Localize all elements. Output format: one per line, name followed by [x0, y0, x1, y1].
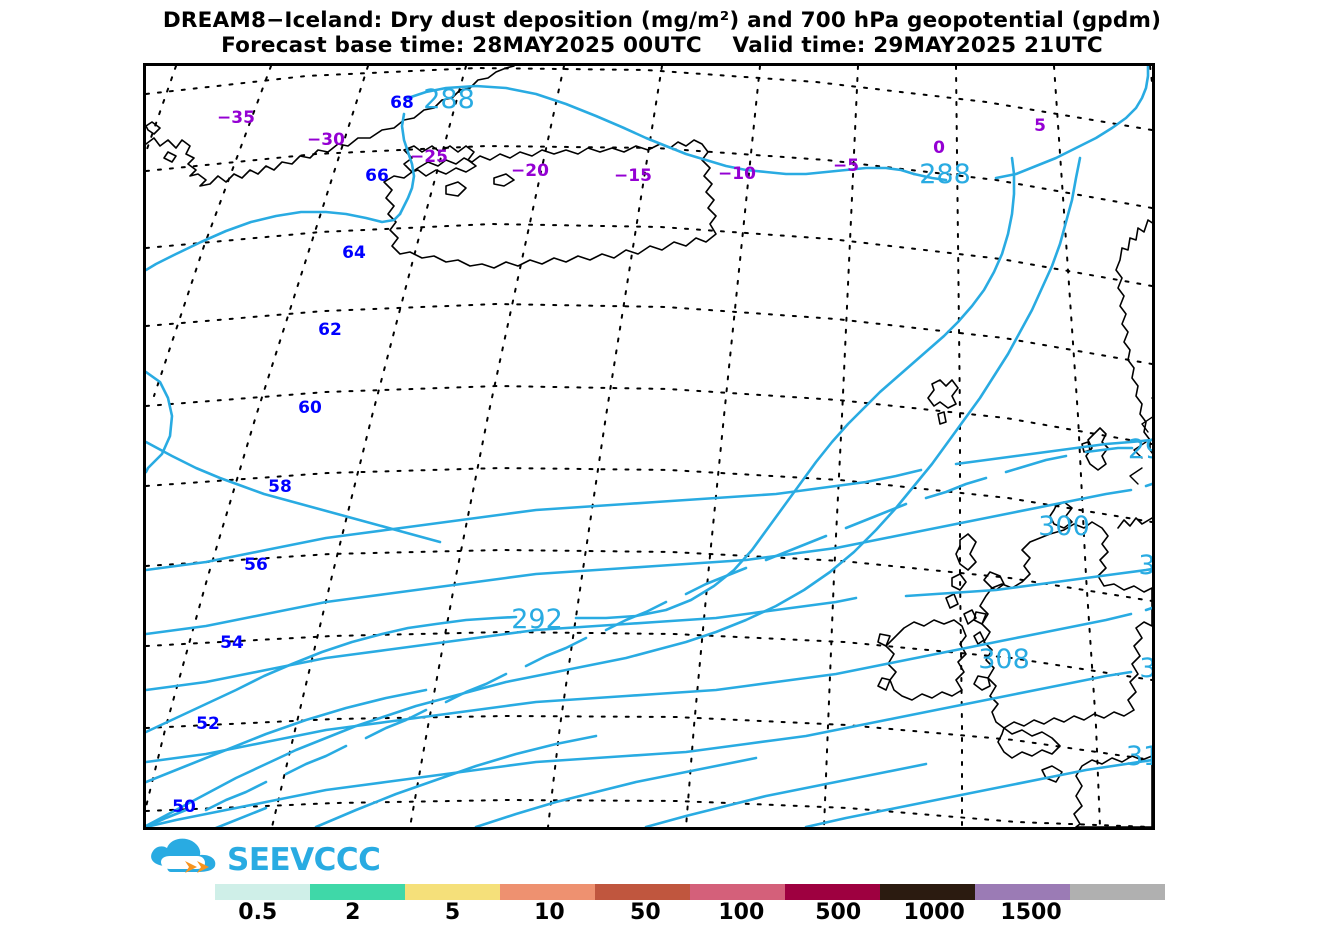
latitude-labels-6: 56 — [244, 555, 268, 575]
graticule-parallels — [146, 66, 1152, 827]
seevccc-logo-svg: SEEVCCC — [151, 838, 381, 878]
geopotential-contours — [146, 66, 1152, 827]
colorbar-segment-5 — [690, 884, 785, 900]
graticule-meridians — [146, 66, 1152, 827]
colorbar-segment-7 — [880, 884, 975, 900]
contour-labels-8: 31 — [1126, 741, 1152, 772]
latitude-labels-7: 54 — [220, 633, 244, 653]
longitude-labels-1: −30 — [307, 130, 345, 150]
figure-title-block: DREAM8−Iceland: Dry dust deposition (mg/… — [0, 8, 1324, 58]
contour-labels-7: 3 — [1139, 653, 1152, 684]
colorbar: 0.5 2 5 10 50 100 500 1000 1500 — [215, 884, 1165, 925]
latitude-labels: 68 66 64 62 60 58 56 54 52 50 — [172, 93, 414, 817]
latitude-labels-5: 58 — [268, 477, 292, 497]
arrow-icon — [185, 861, 209, 873]
longitude-labels-4: −15 — [614, 166, 652, 186]
colorbar-label-2: 5 — [444, 900, 461, 925]
colorbar-tick-labels: 0.5 2 5 10 50 100 500 1000 1500 — [215, 900, 1165, 925]
colorbar-segment-9 — [1070, 884, 1165, 900]
map-panel[interactable]: −35 −30 −25 −20 −15 −10 −5 0 5 68 66 64 … — [143, 63, 1155, 830]
longitude-labels: −35 −30 −25 −20 −15 −10 −5 0 5 — [217, 108, 1046, 186]
latitude-labels-2: 64 — [342, 243, 366, 263]
longitude-labels-2: −25 — [410, 147, 448, 167]
contour-labels-4: 300 — [1038, 511, 1090, 542]
longitude-labels-5: −10 — [718, 164, 756, 184]
colorbar-segment-1 — [310, 884, 405, 900]
latitude-labels-9: 50 — [172, 797, 196, 817]
page-title: DREAM8−Iceland: Dry dust deposition (mg/… — [162, 8, 1162, 33]
latitude-labels-8: 52 — [196, 714, 220, 734]
latitude-labels-1: 66 — [365, 166, 389, 186]
colorbar-label-6: 500 — [815, 900, 862, 925]
colorbar-label-4: 50 — [630, 900, 661, 925]
longitude-labels-8: 5 — [1034, 116, 1046, 136]
contour-labels-0: 288 — [423, 84, 475, 115]
colorbar-strip — [215, 884, 1165, 900]
longitude-labels-3: −20 — [511, 161, 549, 181]
seevccc-logo: SEEVCCC — [145, 836, 385, 878]
logo-wordmark: SEEVCCC — [227, 842, 380, 878]
contour-labels-6: 308 — [978, 644, 1030, 675]
figure-subtitle: Forecast base time: 28MAY2025 00UTC Vali… — [221, 33, 1103, 58]
contour-labels-2: 292 — [511, 604, 563, 635]
contour-labels-1: 288 — [919, 159, 971, 190]
colorbar-label-5: 100 — [718, 900, 765, 925]
colorbar-label-7: 1000 — [903, 900, 965, 925]
colorbar-segment-8 — [975, 884, 1070, 900]
colorbar-segment-6 — [785, 884, 880, 900]
contour-labels-3: 29 — [1128, 434, 1152, 465]
colorbar-segment-3 — [500, 884, 595, 900]
colorbar-segment-4 — [595, 884, 690, 900]
contour-labels: 288 288 292 29 300 3 308 3 31 — [423, 84, 1152, 772]
longitude-labels-7: 0 — [933, 138, 945, 158]
colorbar-label-1: 2 — [345, 900, 361, 925]
colorbar-label-0: 0.5 — [238, 900, 278, 925]
colorbar-segment-0 — [215, 884, 310, 900]
latitude-labels-3: 62 — [318, 320, 342, 340]
longitude-labels-0: −35 — [217, 108, 255, 128]
latitude-labels-4: 60 — [298, 398, 322, 418]
colorbar-label-3: 10 — [534, 900, 565, 925]
latitude-labels-0: 68 — [390, 93, 414, 113]
colorbar-label-8: 1500 — [1000, 900, 1062, 925]
contour-labels-5: 3 — [1138, 550, 1152, 581]
map-canvas: −35 −30 −25 −20 −15 −10 −5 0 5 68 66 64 … — [146, 66, 1152, 827]
colorbar-segment-2 — [405, 884, 500, 900]
longitude-labels-6: −5 — [833, 156, 859, 176]
